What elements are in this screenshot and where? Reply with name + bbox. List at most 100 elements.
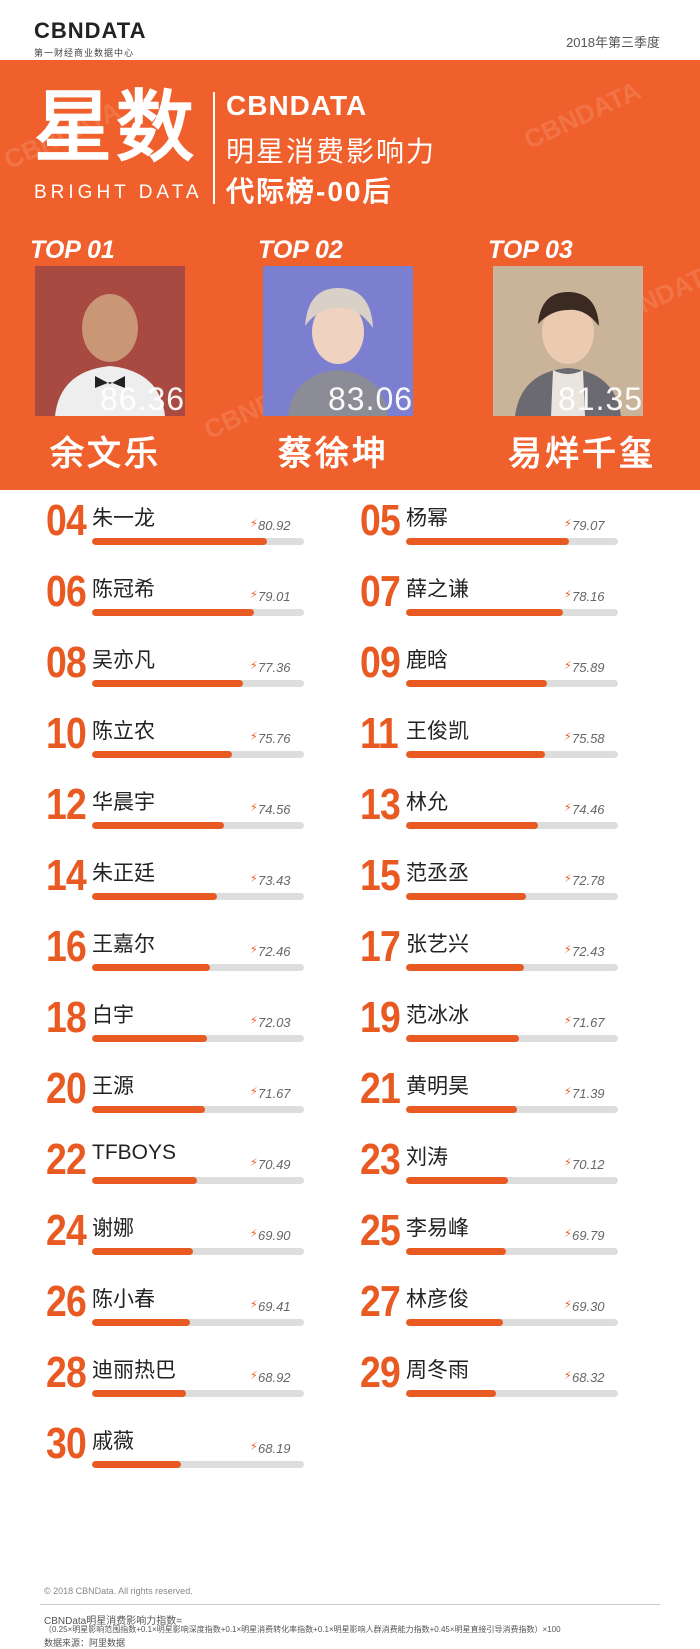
copyright: © 2018 CBNData. All rights reserved. bbox=[44, 1586, 193, 1596]
ranking-item: 04 朱一龙 ⚡ 80.92 bbox=[46, 496, 346, 558]
lightning-icon: ⚡ bbox=[250, 873, 258, 885]
big-title: 星数 bbox=[34, 83, 199, 171]
score-bar-fill bbox=[92, 964, 211, 971]
rank-number: 16 bbox=[46, 922, 87, 971]
rank-number: 10 bbox=[46, 709, 87, 758]
score-value: 69.30 bbox=[572, 1299, 605, 1314]
celebrity-name: 朱一龙 bbox=[92, 507, 155, 530]
lightning-icon: ⚡ bbox=[564, 1370, 572, 1382]
score-bar bbox=[92, 1248, 304, 1255]
score-bar bbox=[406, 1177, 618, 1184]
lightning-icon: ⚡ bbox=[250, 1441, 258, 1453]
score-value: 77.36 bbox=[258, 660, 291, 675]
top-name: 蔡徐坤 bbox=[278, 435, 389, 473]
header: CBNDATA 第一财经商业数据中心 2018年第三季度 bbox=[0, 0, 700, 60]
score-value: 79.01 bbox=[258, 589, 291, 604]
top-label: TOP 02 bbox=[258, 236, 343, 264]
ranking-item: 28 迪丽热巴 ⚡ 68.92 bbox=[46, 1348, 346, 1410]
score-bar bbox=[92, 964, 304, 971]
score-bar bbox=[92, 609, 304, 616]
ranking-item: 30 戚薇 ⚡ 68.19 bbox=[46, 1419, 346, 1481]
score-bar-fill bbox=[92, 1035, 208, 1042]
rank-number: 13 bbox=[360, 780, 401, 829]
hero-brand: CBNDATA bbox=[226, 90, 368, 121]
score-bar bbox=[92, 1035, 304, 1042]
lightning-icon: ⚡ bbox=[564, 873, 572, 885]
ranking-item: 15 范丞丞 ⚡ 72.78 bbox=[360, 851, 660, 913]
rank-number: 19 bbox=[360, 993, 401, 1042]
score-bar bbox=[406, 1106, 618, 1113]
celebrity-name: 吴亦凡 bbox=[92, 649, 155, 672]
hero-title-line2: 代际榜-00后 bbox=[226, 176, 393, 207]
ranking-item: 14 朱正廷 ⚡ 73.43 bbox=[46, 851, 346, 913]
rank-number: 05 bbox=[360, 496, 401, 545]
celebrity-name: 林允 bbox=[406, 791, 448, 814]
formula-title: CBNData明星消费影响力指数= bbox=[44, 1616, 183, 1627]
score-bar bbox=[92, 751, 304, 758]
score-bar bbox=[406, 538, 618, 545]
title-divider bbox=[213, 92, 215, 204]
lightning-icon: ⚡ bbox=[250, 802, 258, 814]
lightning-icon: ⚡ bbox=[250, 1228, 258, 1240]
celebrity-name: 杨幂 bbox=[406, 507, 448, 530]
hero-title-line1: 明星消费影响力 bbox=[226, 136, 437, 167]
lightning-icon: ⚡ bbox=[250, 518, 258, 530]
celebrity-name: 王嘉尔 bbox=[92, 933, 155, 956]
ranking-item: 11 王俊凯 ⚡ 75.58 bbox=[360, 709, 660, 771]
brand-logo: CBNDATA bbox=[34, 18, 147, 43]
score-bar-fill bbox=[406, 1390, 497, 1397]
lightning-icon: ⚡ bbox=[564, 1086, 572, 1098]
score-bar bbox=[92, 538, 304, 545]
celebrity-name: 刘涛 bbox=[406, 1146, 448, 1169]
score-bar bbox=[406, 964, 618, 971]
rank-number: 06 bbox=[46, 567, 87, 616]
score-bar bbox=[92, 1319, 304, 1326]
score-bar-fill bbox=[92, 538, 268, 545]
score-bar-fill bbox=[406, 822, 538, 829]
rank-number: 15 bbox=[360, 851, 401, 900]
rank-number: 27 bbox=[360, 1277, 401, 1326]
rank-number: 30 bbox=[46, 1419, 87, 1468]
score-value: 75.58 bbox=[572, 731, 605, 746]
top-card-2: TOP 02 83.06 蔡徐坤 bbox=[258, 236, 468, 486]
lightning-icon: ⚡ bbox=[250, 1086, 258, 1098]
score-value: 78.16 bbox=[572, 589, 605, 604]
score-bar bbox=[406, 609, 618, 616]
score-value: 68.19 bbox=[258, 1441, 291, 1456]
rank-number: 21 bbox=[360, 1064, 401, 1113]
lightning-icon: ⚡ bbox=[564, 1299, 572, 1311]
score-bar-fill bbox=[406, 1248, 507, 1255]
rank-number: 20 bbox=[46, 1064, 87, 1113]
celebrity-name: 陈冠希 bbox=[92, 578, 155, 601]
score-bar-fill bbox=[406, 1177, 509, 1184]
ranking-item: 07 薛之谦 ⚡ 78.16 bbox=[360, 567, 660, 629]
score-bar bbox=[406, 893, 618, 900]
score-bar bbox=[406, 1319, 618, 1326]
celebrity-name: 白宇 bbox=[92, 1004, 134, 1027]
brand-logo-subtitle: 第一财经商业数据中心 bbox=[34, 48, 135, 58]
portrait-photo bbox=[493, 266, 643, 416]
score-value: 80.92 bbox=[258, 518, 291, 533]
rank-number: 17 bbox=[360, 922, 401, 971]
score-bar-fill bbox=[406, 751, 546, 758]
score-value: 72.43 bbox=[572, 944, 605, 959]
rank-number: 04 bbox=[46, 496, 87, 545]
score-value: 72.03 bbox=[258, 1015, 291, 1030]
score-bar-fill bbox=[92, 1461, 182, 1468]
score-value: 75.76 bbox=[258, 731, 291, 746]
celebrity-name: 范丞丞 bbox=[406, 862, 469, 885]
celebrity-name: 戚薇 bbox=[92, 1430, 134, 1453]
score-bar bbox=[406, 1390, 618, 1397]
celebrity-name: 薛之谦 bbox=[406, 578, 469, 601]
ranking-item: 23 刘涛 ⚡ 70.12 bbox=[360, 1135, 660, 1197]
score-bar-fill bbox=[406, 538, 569, 545]
ranking-item: 18 白宇 ⚡ 72.03 bbox=[46, 993, 346, 1055]
top-name: 余文乐 bbox=[50, 435, 161, 473]
score-bar-fill bbox=[92, 1177, 197, 1184]
rank-number: 25 bbox=[360, 1206, 401, 1255]
celebrity-name: 谢娜 bbox=[92, 1217, 134, 1240]
watermark: CBNDATA bbox=[519, 75, 645, 155]
ranking-item: 21 黄明昊 ⚡ 71.39 bbox=[360, 1064, 660, 1126]
score-bar bbox=[406, 1035, 618, 1042]
score-bar bbox=[92, 1461, 304, 1468]
